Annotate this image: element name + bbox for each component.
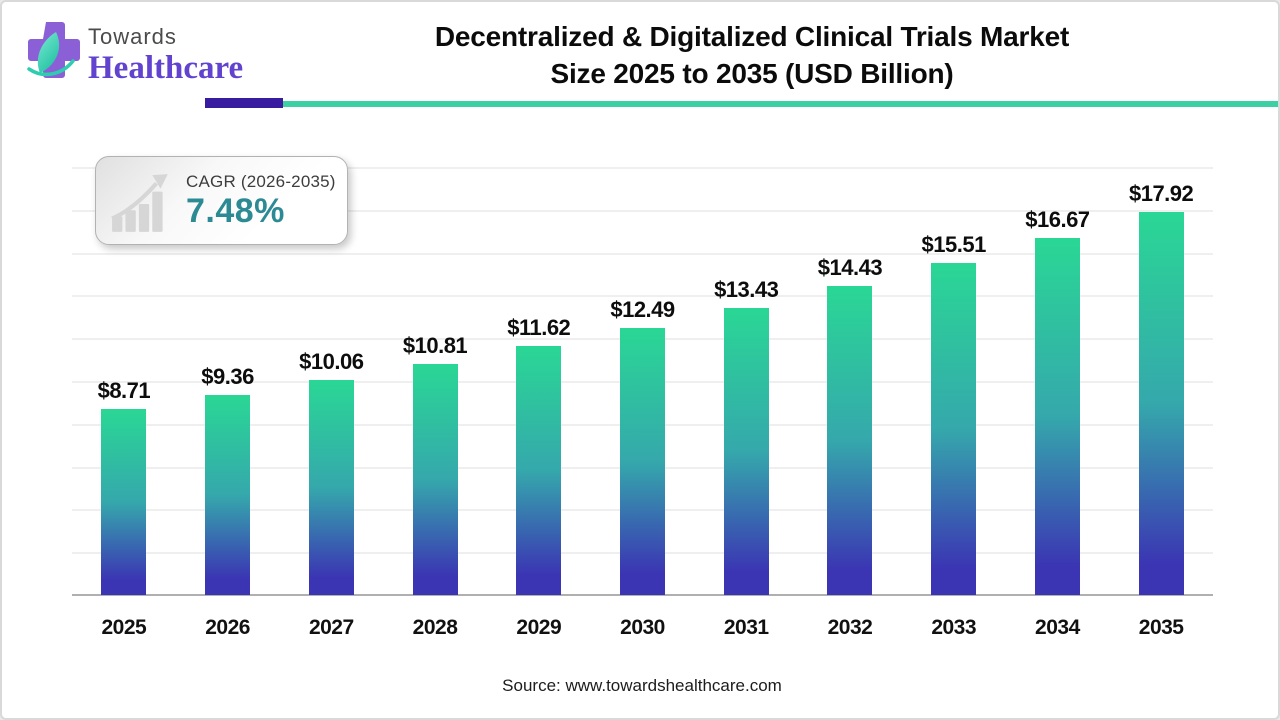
value-label: $12.49 [610,297,675,322]
value-label: $13.43 [714,277,779,302]
source-text: Source: www.towardshealthcare.com [502,676,782,695]
bar-2029 [516,346,562,595]
cagr-label: CAGR (2026-2035) [186,171,336,191]
towards-healthcare-logo: Towards Healthcare [26,20,243,86]
x-axis-label: 2028 [412,616,458,639]
value-label: $9.36 [201,364,254,389]
bar-2026 [205,395,251,595]
bar-2033 [931,263,977,595]
bar-2025 [101,409,147,595]
gridline [72,252,1213,255]
bar-2035 [1138,212,1184,595]
x-axis-label: 2030 [620,616,665,639]
bar-2032 [827,286,873,595]
growth-chart-icon [111,173,168,232]
bar-2031 [723,308,769,595]
x-axis-label: 2025 [101,616,147,639]
divider-line [283,101,1278,107]
logo-healthcare-text: Healthcare [88,50,244,86]
x-axis-label: 2033 [931,616,977,639]
value-label: $17.92 [1128,181,1194,206]
bar-2030 [620,328,665,595]
medical-cross-leaf-icon [27,22,80,78]
x-axis-label: 2026 [205,616,250,639]
value-label: $14.43 [817,255,883,280]
x-axis-label: 2032 [827,616,873,639]
gridline [72,209,1213,212]
x-axis-label: 2029 [516,616,562,639]
x-axis-label: 2035 [1138,616,1184,639]
page-title-line2: Size 2025 to 2035 (USD Billion) [550,58,954,89]
gridline [72,295,1213,298]
x-axis-line [72,594,1213,596]
value-label: $11.62 [507,315,571,340]
value-label: $10.06 [299,349,364,374]
x-axis-label: 2027 [308,616,354,639]
bar-2028 [412,364,458,595]
bar-2034 [1034,238,1080,595]
value-label: $10.81 [402,333,468,358]
value-label: $15.51 [921,232,987,257]
page-title: Decentralized & Digitalized Clinical Tri… [362,18,1142,92]
gridline [72,167,1213,169]
value-label: $8.71 [97,378,151,403]
value-label: $16.67 [1025,207,1090,232]
logo-towards-text: Towards [88,24,177,49]
page-title-line1: Decentralized & Digitalized Clinical Tri… [434,21,1070,52]
x-axis-label: 2034 [1035,616,1080,639]
bar-2027 [308,380,354,595]
cagr-badge: CAGR (2026-2035) 7.48% [95,156,348,245]
cagr-value: 7.48% [186,191,285,230]
divider-accent-bar [205,98,283,108]
x-axis-label: 2031 [723,616,769,639]
